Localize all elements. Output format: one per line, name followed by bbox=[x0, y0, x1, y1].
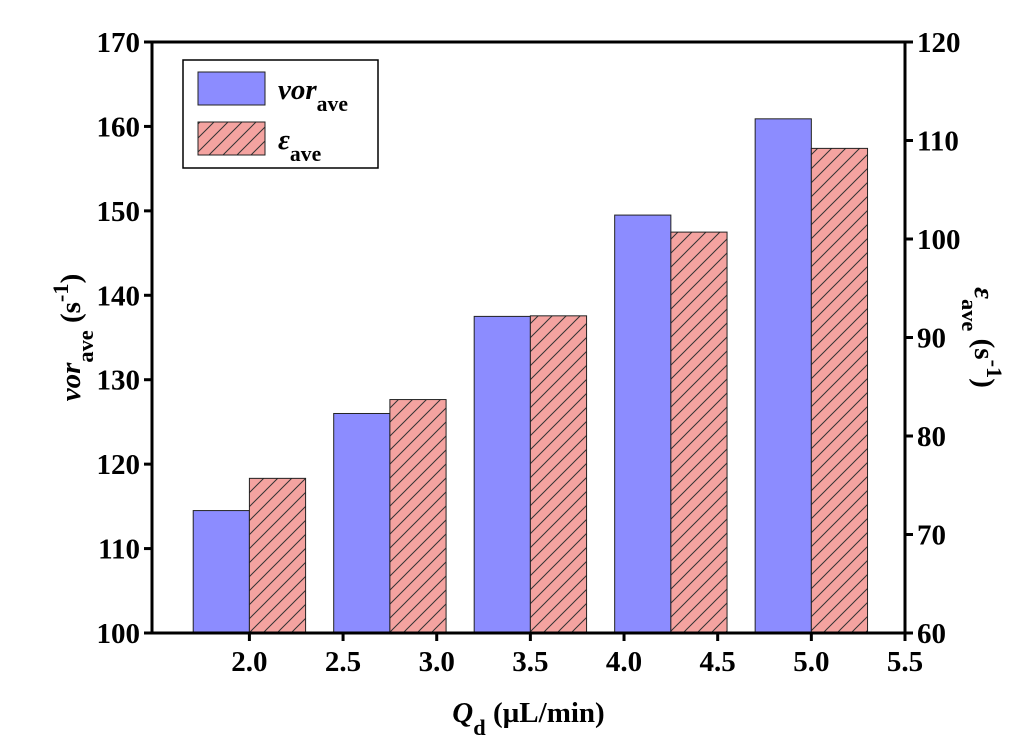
text-part: ave bbox=[958, 299, 983, 331]
y-tick-label: 170 bbox=[97, 27, 141, 59]
y-tick-label: 150 bbox=[97, 196, 141, 228]
text-part: (µL/min) bbox=[486, 697, 605, 729]
legend-label: εave bbox=[278, 124, 322, 166]
x-tick-label: 3.5 bbox=[512, 646, 548, 678]
x-tick-label: 3.0 bbox=[419, 646, 455, 678]
text-part: ) bbox=[968, 378, 1000, 388]
x-tick-label: 4.0 bbox=[606, 646, 642, 678]
text-part: ave bbox=[73, 330, 98, 362]
bar bbox=[389, 399, 447, 634]
legend-swatch bbox=[197, 71, 266, 106]
bar bbox=[333, 412, 391, 634]
y-tick-label: 160 bbox=[97, 111, 141, 143]
text-part: Q bbox=[452, 697, 473, 729]
bar bbox=[810, 147, 869, 634]
y-tick-label: 110 bbox=[98, 534, 140, 566]
bar bbox=[754, 118, 812, 634]
x-tick-label: 2.5 bbox=[325, 646, 361, 678]
y2-tick-label: 60 bbox=[917, 618, 946, 650]
y-tick-label: 140 bbox=[97, 280, 141, 312]
bar bbox=[614, 214, 672, 634]
legend-label: vorave bbox=[278, 74, 348, 116]
text-part: ε bbox=[968, 287, 1000, 299]
y2-tick-label: 70 bbox=[917, 520, 946, 552]
text-part: -1 bbox=[48, 283, 73, 302]
bar bbox=[529, 315, 588, 634]
text-part: ave bbox=[317, 92, 349, 116]
bar bbox=[473, 315, 531, 634]
y2-tick-label: 100 bbox=[917, 224, 961, 256]
y-tick-label: 130 bbox=[97, 365, 141, 397]
legend-swatch bbox=[197, 121, 266, 156]
y2-axis-label: εave (s-1) bbox=[958, 287, 1008, 388]
x-tick-label: 2.0 bbox=[231, 646, 267, 678]
y2-tick-label: 110 bbox=[917, 126, 959, 158]
y2-tick-label: 90 bbox=[917, 323, 946, 355]
bar bbox=[248, 477, 307, 634]
text-part: d bbox=[473, 715, 486, 740]
bar bbox=[192, 510, 250, 634]
text-part: (s bbox=[55, 302, 87, 330]
y2-tick-label: 120 bbox=[917, 27, 961, 59]
text-part: ) bbox=[55, 274, 87, 284]
y-tick-label: 100 bbox=[97, 618, 141, 650]
text-part: (s bbox=[968, 331, 1000, 359]
x-axis-label: Qd (µL/min) bbox=[452, 697, 604, 740]
text-part: ave bbox=[290, 142, 322, 166]
text-part: vor bbox=[55, 362, 87, 401]
text-part: ε bbox=[278, 124, 290, 156]
text-part: vor bbox=[278, 74, 317, 106]
x-tick-label: 4.5 bbox=[700, 646, 736, 678]
bar bbox=[670, 231, 728, 634]
y2-tick-label: 80 bbox=[917, 421, 946, 453]
y-tick-label: 120 bbox=[97, 449, 141, 481]
x-tick-label: 5.0 bbox=[793, 646, 829, 678]
x-tick-label: 5.5 bbox=[887, 646, 923, 678]
y-axis-label: vorave (s-1) bbox=[48, 274, 98, 402]
text-part: -1 bbox=[983, 360, 1008, 379]
